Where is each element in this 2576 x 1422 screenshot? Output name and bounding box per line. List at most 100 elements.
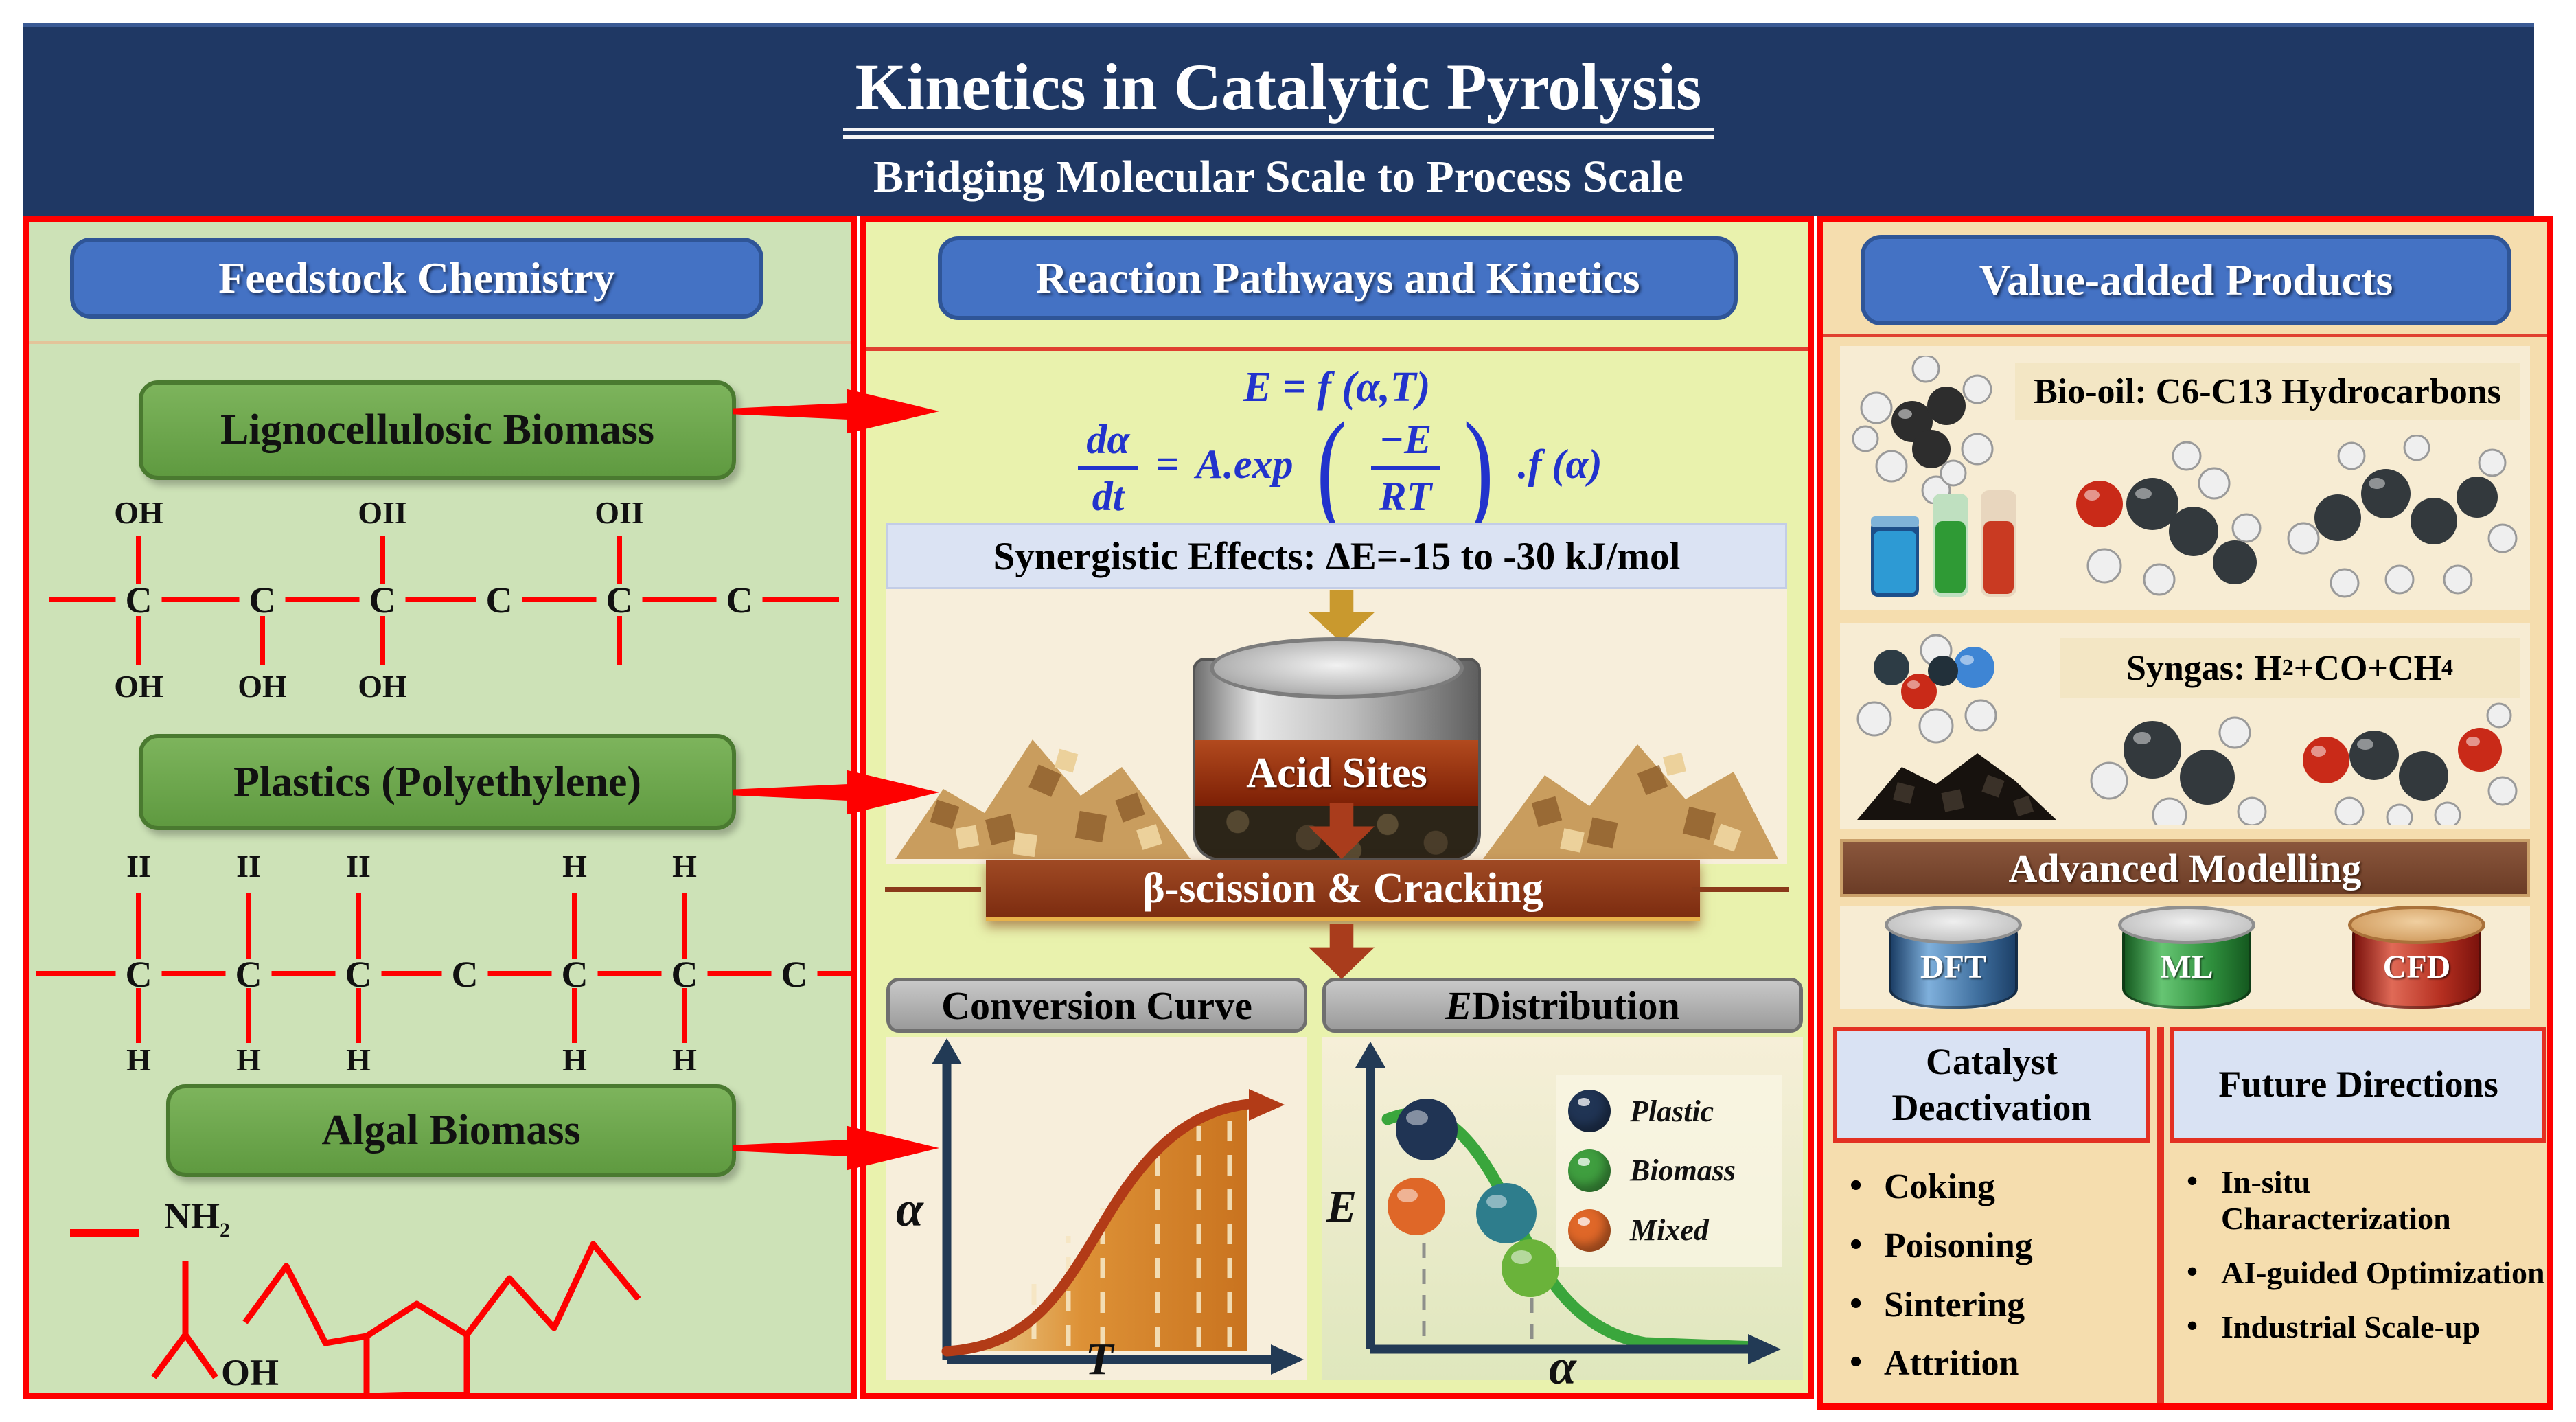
molecule-graphic: [1856, 634, 1997, 744]
legend-item-biomass: Biomass: [1568, 1149, 1770, 1192]
open-paren: (: [1316, 396, 1348, 540]
syngas-panel: Syngas: H 2 +CO+CH 4: [1840, 623, 2530, 829]
test-tubes-graphic: [1871, 490, 2016, 597]
bond: [572, 988, 577, 1043]
hydrogen-label: H: [672, 849, 697, 884]
ml-can: ML: [2118, 906, 2255, 1009]
hydrogen-label: II: [236, 849, 261, 884]
list-item: Attrition: [1840, 1342, 2149, 1384]
bond: [356, 988, 361, 1043]
bond: [136, 893, 141, 959]
can-lid: [2348, 906, 2485, 944]
plastic-dot-icon: [1568, 1090, 1611, 1133]
conversion-curve-plot: [932, 1038, 1304, 1375]
ml-label: ML: [2160, 949, 2213, 985]
list-item: Coking: [1840, 1165, 2149, 1208]
carbon-atom: C: [239, 582, 286, 619]
cfd-label: CFD: [2382, 949, 2451, 985]
carbon-atom: C: [716, 582, 763, 619]
bond: [380, 616, 385, 665]
bond: [682, 893, 687, 959]
bond: [356, 893, 361, 959]
future-directions-list: In-situ Characterization AI-guided Optim…: [2177, 1163, 2548, 1364]
kinetics-column: Reaction Pathways and Kinetics E = f (α,…: [860, 216, 1814, 1399]
page-subtitle: Bridging Molecular Scale to Process Scal…: [873, 151, 1683, 202]
hydrogen-label: H: [126, 1042, 151, 1077]
e-distribution-plot: [1355, 1042, 1781, 1364]
feedstock-column: Feedstock Chemistry Lignocellulosic Biom…: [23, 216, 857, 1399]
carbon-atom: C: [476, 582, 522, 619]
cfd-can: CFD: [2348, 906, 2485, 1009]
molecule-graphic: [2287, 435, 2518, 598]
dalpha-dt-fraction: dα dt: [1078, 416, 1138, 520]
catalyst-deactivation-list: Coking Poisoning Sintering Attrition: [1840, 1165, 2149, 1402]
x-axis-label: α: [1549, 1340, 1576, 1395]
lignocellulosic-biomass-box: Lignocellulosic Biomass: [139, 380, 736, 480]
equation-arrhenius: dα dt = A.exp ( −E RT ) .f (α): [866, 396, 1808, 540]
y-axis-label: α: [896, 1182, 923, 1237]
divider: [885, 887, 981, 892]
list-item: In-situ Characterization: [2177, 1163, 2548, 1237]
legend-item-plastic: Plastic: [1568, 1090, 1770, 1133]
carbon-atom: C: [441, 956, 488, 993]
algal-structure-bonds: [70, 1229, 641, 1397]
can-opening: [1210, 637, 1464, 699]
bond: [682, 988, 687, 1043]
conversion-curve-chart: α T: [886, 1037, 1307, 1384]
divider: [1692, 887, 1789, 892]
carbon-atom: C: [596, 582, 643, 619]
bond: [246, 988, 251, 1043]
carbon-atom: C: [335, 956, 382, 993]
advanced-modelling-banner: Advanced Modelling: [1840, 839, 2530, 897]
legend-item-mixed: Mixed: [1568, 1208, 1770, 1252]
hydrogen-label: H: [346, 1042, 371, 1077]
close-paren: ): [1463, 396, 1494, 540]
carbon-atom: C: [115, 582, 162, 619]
algal-structure: NH2 OH: [70, 1197, 798, 1397]
molecule-graphic: [2303, 702, 2518, 825]
biomass-dot-icon: [1568, 1149, 1611, 1192]
molecule-graphic: [2090, 716, 2267, 825]
bond: [136, 988, 141, 1043]
products-column: Value-added Products Bio-oil: C6-C13 Hyd…: [1817, 216, 2553, 1410]
mixed-dot-icon: [1568, 1208, 1611, 1252]
y-axis-label: E: [1326, 1182, 1357, 1232]
bond: [246, 893, 251, 959]
products-header: Value-added Products: [1861, 235, 2511, 325]
algal-biomass-box: Algal Biomass: [166, 1084, 736, 1177]
hydrogen-label: II: [126, 849, 151, 884]
hydrogen-label: II: [346, 849, 371, 884]
carbon-atom: C: [225, 956, 272, 993]
hydroxyl-label: OII: [358, 495, 407, 530]
list-item: Sintering: [1840, 1283, 2149, 1326]
divider: [29, 341, 851, 344]
carbon-atom: C: [661, 956, 708, 993]
carbon-atom: C: [115, 956, 162, 993]
biomass-pile-graphic: [1483, 744, 1778, 859]
list-item: Poisoning: [1840, 1224, 2149, 1267]
minus-e-rt-fraction: −E RT: [1370, 416, 1440, 520]
bond: [136, 536, 141, 584]
hydrogen-label: H: [672, 1042, 697, 1077]
hydrogen-label: H: [236, 1042, 261, 1077]
future-directions-header: Future Directions: [2170, 1027, 2546, 1143]
hydroxyl-label: OH: [238, 669, 287, 704]
amine-label: NH2: [164, 1195, 230, 1241]
molecule-graphic: [2076, 441, 2262, 596]
biooil-title: Bio-oil: C6-C13 Hydrocarbons: [2015, 363, 2520, 420]
molecule-graphic: [1852, 356, 1994, 504]
divider: [866, 347, 1808, 351]
bond: [380, 536, 385, 584]
conversion-curve-header: Conversion Curve: [886, 978, 1307, 1033]
biooil-panel: Bio-oil: C6-C13 Hydrocarbons: [1840, 346, 2530, 610]
title-bar: Kinetics in Catalytic Pyrolysis Bridging…: [23, 23, 2534, 216]
bond: [572, 893, 577, 959]
plastics-box: Plastics (Polyethylene): [139, 734, 736, 830]
x-axis-label: T: [1085, 1334, 1114, 1384]
hydroxyl-label: OH: [114, 495, 163, 530]
carbon-atom: C: [551, 956, 598, 993]
dft-label: DFT: [1920, 949, 1986, 985]
down-arrow-icon: [1309, 924, 1375, 979]
hydroxyl-label: OII: [595, 495, 644, 530]
